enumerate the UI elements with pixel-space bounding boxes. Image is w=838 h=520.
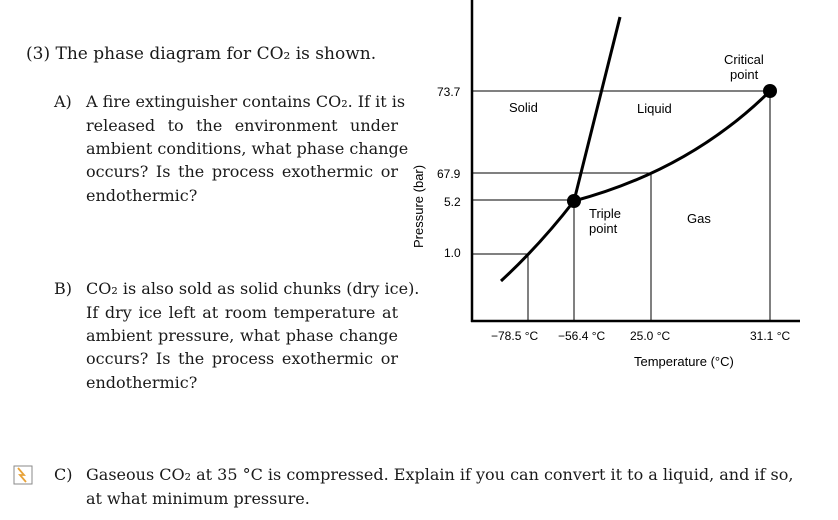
solid-region-label: Solid (509, 100, 538, 115)
pressure-axis-label: Pressure (bar) (411, 165, 426, 248)
temperature-axis-label: Temperature (°C) (634, 354, 734, 369)
question-a-line: endothermic? (86, 186, 198, 205)
temperature-tick-label: −56.4 °C (558, 329, 605, 343)
sublimation-curve (499, 200, 576, 283)
question-b-line: CO₂ is also sold as solid chunks (dry ic… (86, 279, 420, 298)
question-a-line: released to the environment under (86, 116, 398, 135)
temperature-tick-label: −78.5 °C (491, 329, 538, 343)
triple-point-label: Triple (589, 206, 621, 221)
temperature-tick-label: 31.1 °C (750, 329, 790, 343)
question-b-line: ambient pressure, what phase change (86, 326, 398, 345)
liquid-region-label: Liquid (637, 101, 672, 116)
critical-point-label: point (730, 67, 759, 82)
pressure-tick-label: 73.7 (437, 85, 461, 99)
pressure-67-9-guide (472, 172, 652, 321)
melting-curve (572, 16, 622, 202)
pressure-tick-label: 5.2 (444, 195, 461, 209)
vaporization-curve (573, 89, 772, 203)
question-a-line: ambient conditions, what phase change (86, 139, 409, 158)
critical-point-marker (763, 84, 777, 98)
triple-point-label: point (589, 221, 618, 236)
pressure-tick-label: 1.0 (444, 246, 461, 260)
document-icon[interactable] (12, 464, 34, 486)
triple-point-marker (567, 194, 581, 208)
critical-point-label: Critical (724, 52, 764, 67)
question-b-line: If dry ice left at room temperature at (86, 303, 398, 322)
question-b-letter: B) (54, 279, 72, 298)
gas-region-label: Gas (687, 211, 711, 226)
question-b-line: endothermic? (86, 373, 198, 392)
question-a-line: A fire extinguisher contains CO₂. If it … (86, 92, 406, 111)
problem-heading: (3) The phase diagram for CO₂ is shown. (26, 44, 377, 64)
question-c-line: Gaseous CO₂ at 35 °C is compressed. Expl… (86, 465, 794, 484)
question-c-letter: C) (54, 465, 73, 484)
temperature-tick-label: 25.0 °C (630, 329, 670, 343)
pressure-tick-label: 67.9 (437, 167, 461, 181)
question-a-letter: A) (54, 92, 72, 111)
question-c-line: at what minimum pressure. (86, 489, 310, 508)
question-b-line: occurs? Is the process exothermic or (86, 349, 398, 368)
question-a-line: occurs? Is the process exothermic or (86, 162, 398, 181)
